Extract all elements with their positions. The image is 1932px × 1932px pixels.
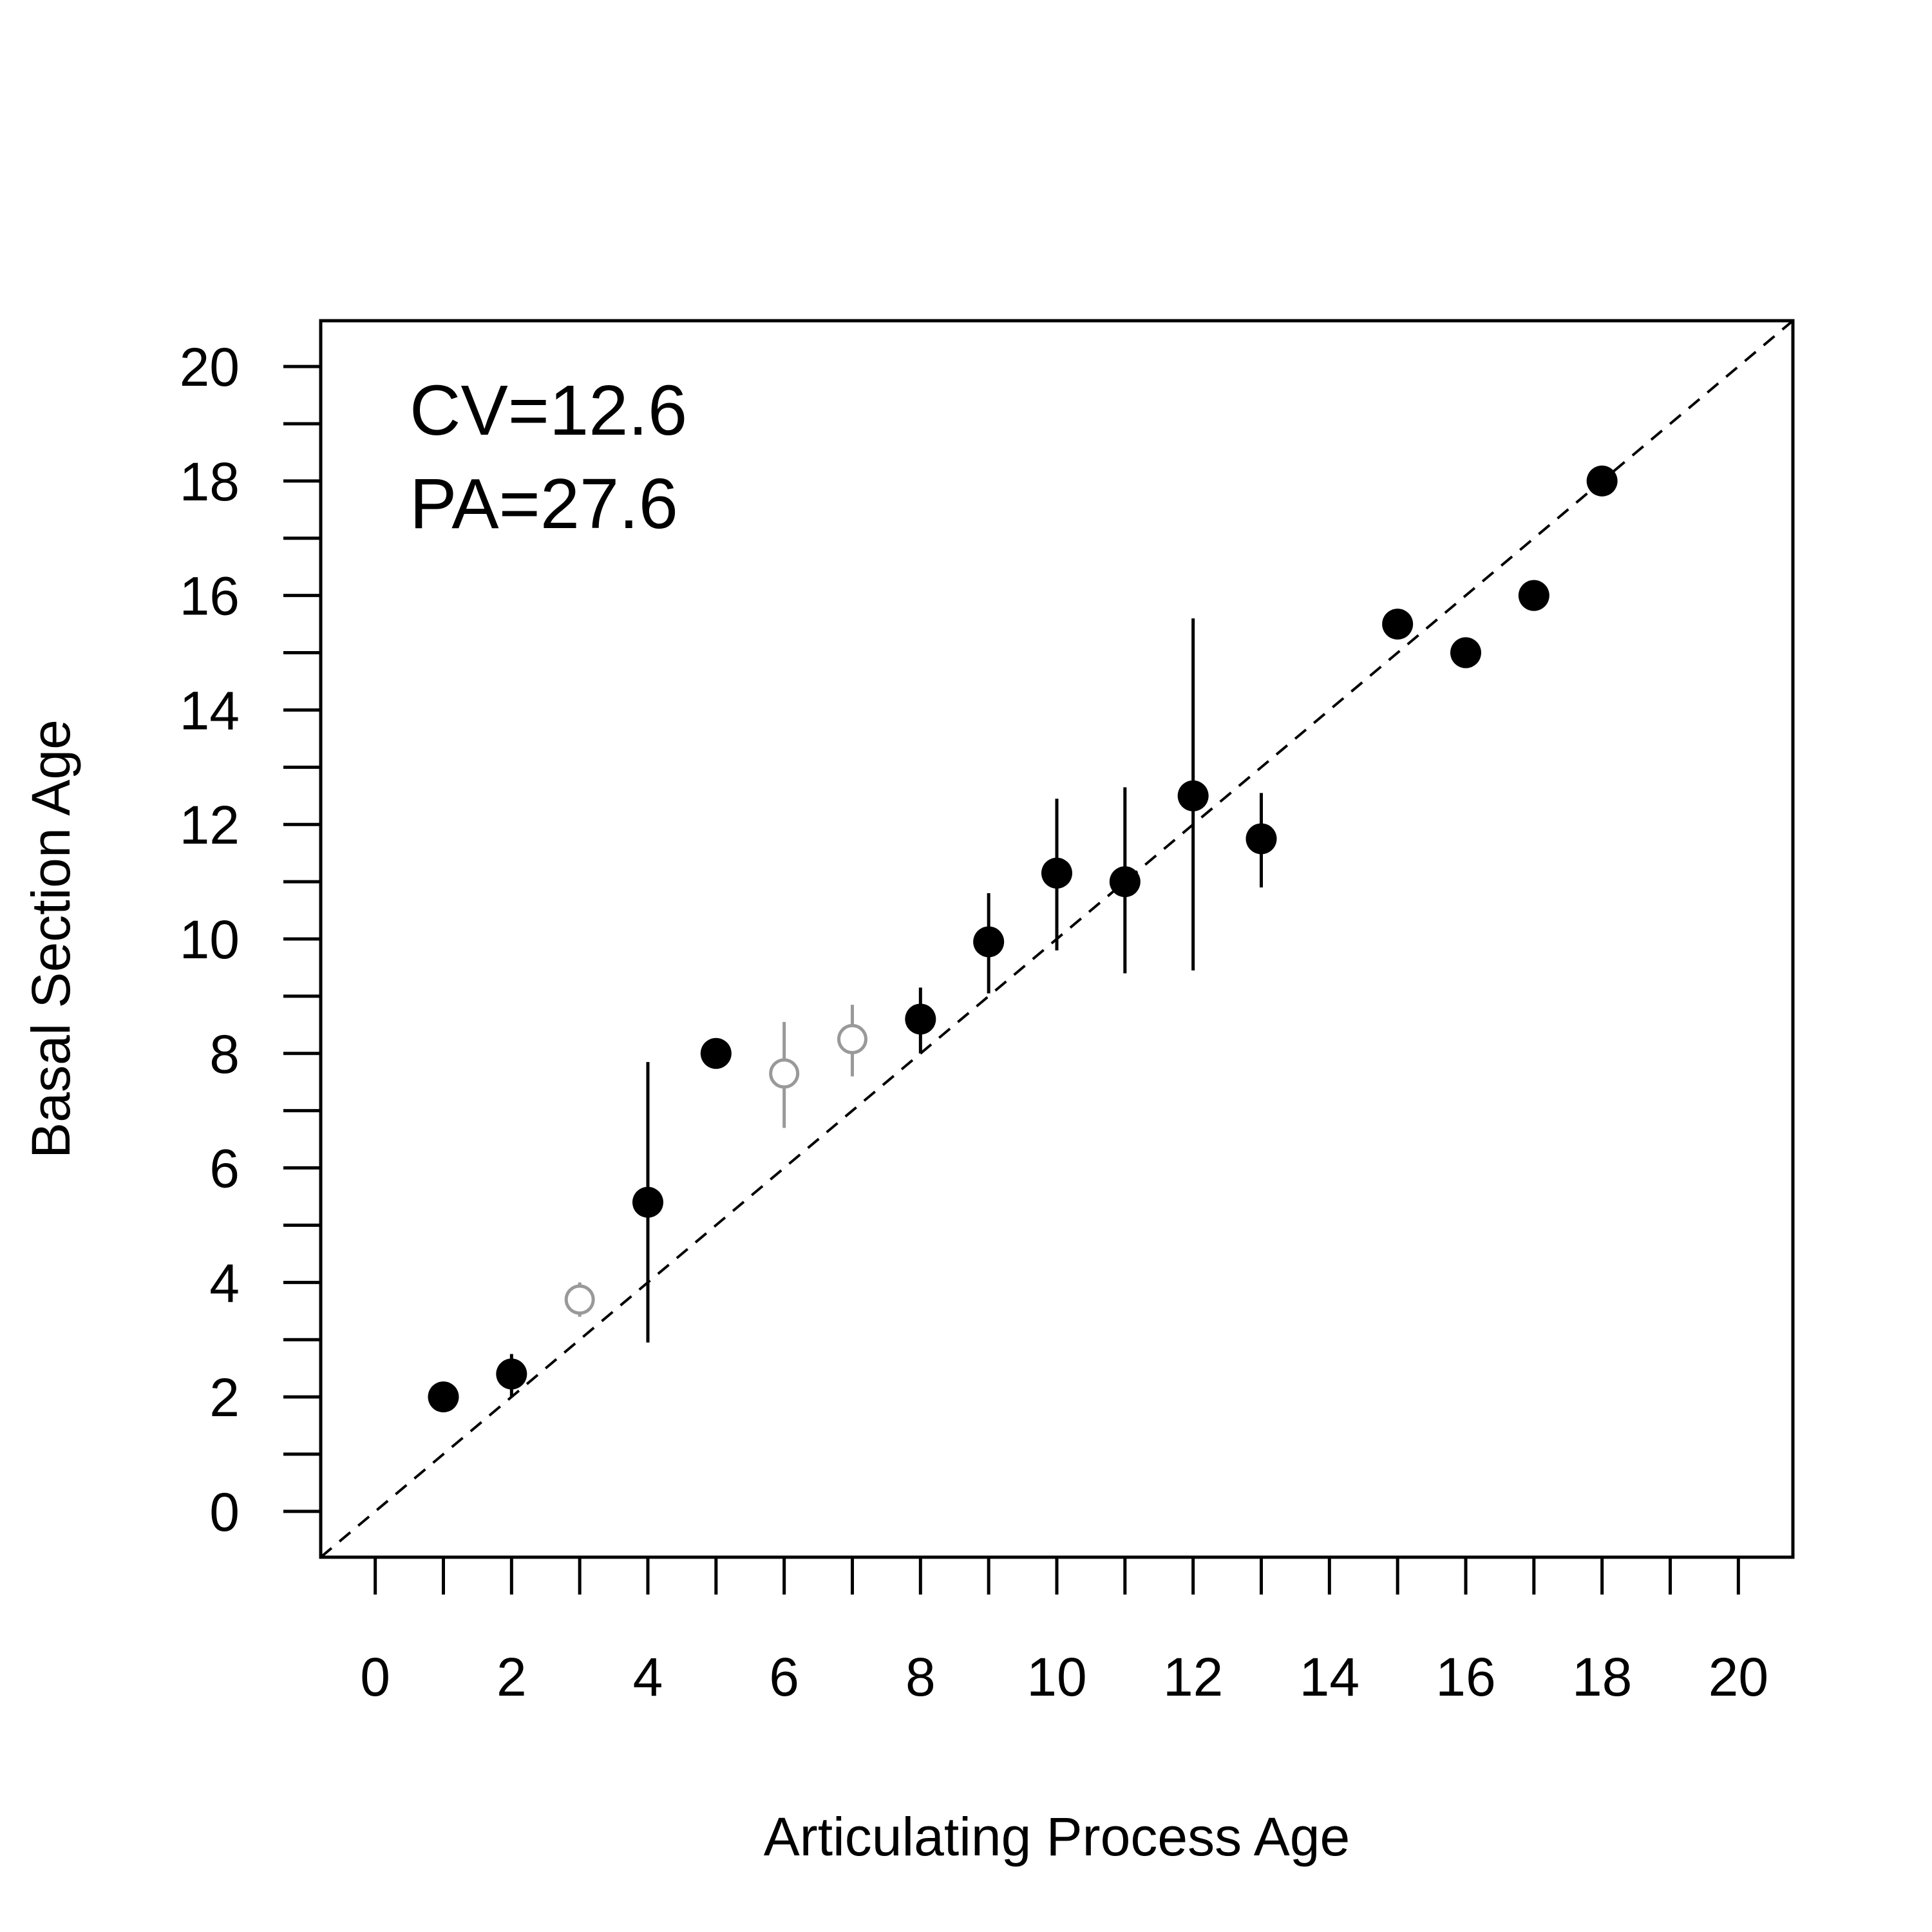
y-axis-title: Basal Section Age (21, 719, 81, 1159)
y-tick-label: 2 (209, 1367, 240, 1428)
y-tick-label: 10 (180, 909, 240, 970)
y-tick-label: 16 (180, 566, 240, 627)
x-axis: 0 2 4 6 8 10 12 14 16 18 20 (360, 1557, 1768, 1707)
data-point-open (564, 1284, 595, 1315)
data-point (1245, 823, 1277, 855)
x-tick-label: 2 (497, 1647, 527, 1707)
y-tick-label: 12 (180, 795, 240, 855)
y-axis: 0 2 4 6 8 10 12 14 16 18 20 (180, 337, 321, 1542)
x-tick-label: 8 (905, 1647, 936, 1707)
data-point (1450, 637, 1481, 668)
y-tick-label: 20 (180, 337, 240, 397)
data-point (1177, 780, 1209, 811)
x-tick-label: 4 (633, 1647, 663, 1707)
x-tick-label: 18 (1572, 1647, 1632, 1707)
data-point (496, 1358, 527, 1390)
x-tick-label: 6 (769, 1647, 799, 1707)
x-tick-label: 0 (360, 1647, 390, 1707)
y-tick-label: 18 (180, 451, 240, 512)
annotation-pa: PA=27.6 (410, 464, 678, 544)
data-point (1586, 465, 1618, 497)
x-axis-title: Articulating Process Age (764, 1806, 1350, 1867)
data-point (632, 1186, 663, 1218)
data-point-open (837, 1024, 867, 1055)
data-point (700, 1037, 732, 1069)
y-tick-label: 6 (209, 1139, 240, 1199)
data-points-group (428, 465, 1618, 1413)
data-point-open (769, 1058, 800, 1089)
data-point (1518, 580, 1549, 611)
y-tick-label: 8 (209, 1024, 240, 1084)
data-point (1109, 866, 1141, 898)
data-point (1041, 857, 1072, 889)
y-tick-label: 4 (209, 1253, 240, 1313)
x-tick-label: 16 (1435, 1647, 1495, 1707)
x-tick-label: 12 (1163, 1647, 1223, 1707)
annotation-cv: CV=12.6 (410, 371, 687, 450)
data-point (1382, 609, 1414, 640)
y-tick-label: 0 (209, 1482, 240, 1542)
x-tick-label: 14 (1300, 1647, 1359, 1707)
y-tick-label: 14 (180, 680, 240, 741)
data-point (428, 1381, 459, 1413)
x-tick-label: 20 (1709, 1647, 1768, 1707)
data-point (905, 1003, 936, 1035)
data-point (973, 926, 1005, 958)
x-tick-label: 10 (1027, 1647, 1086, 1707)
